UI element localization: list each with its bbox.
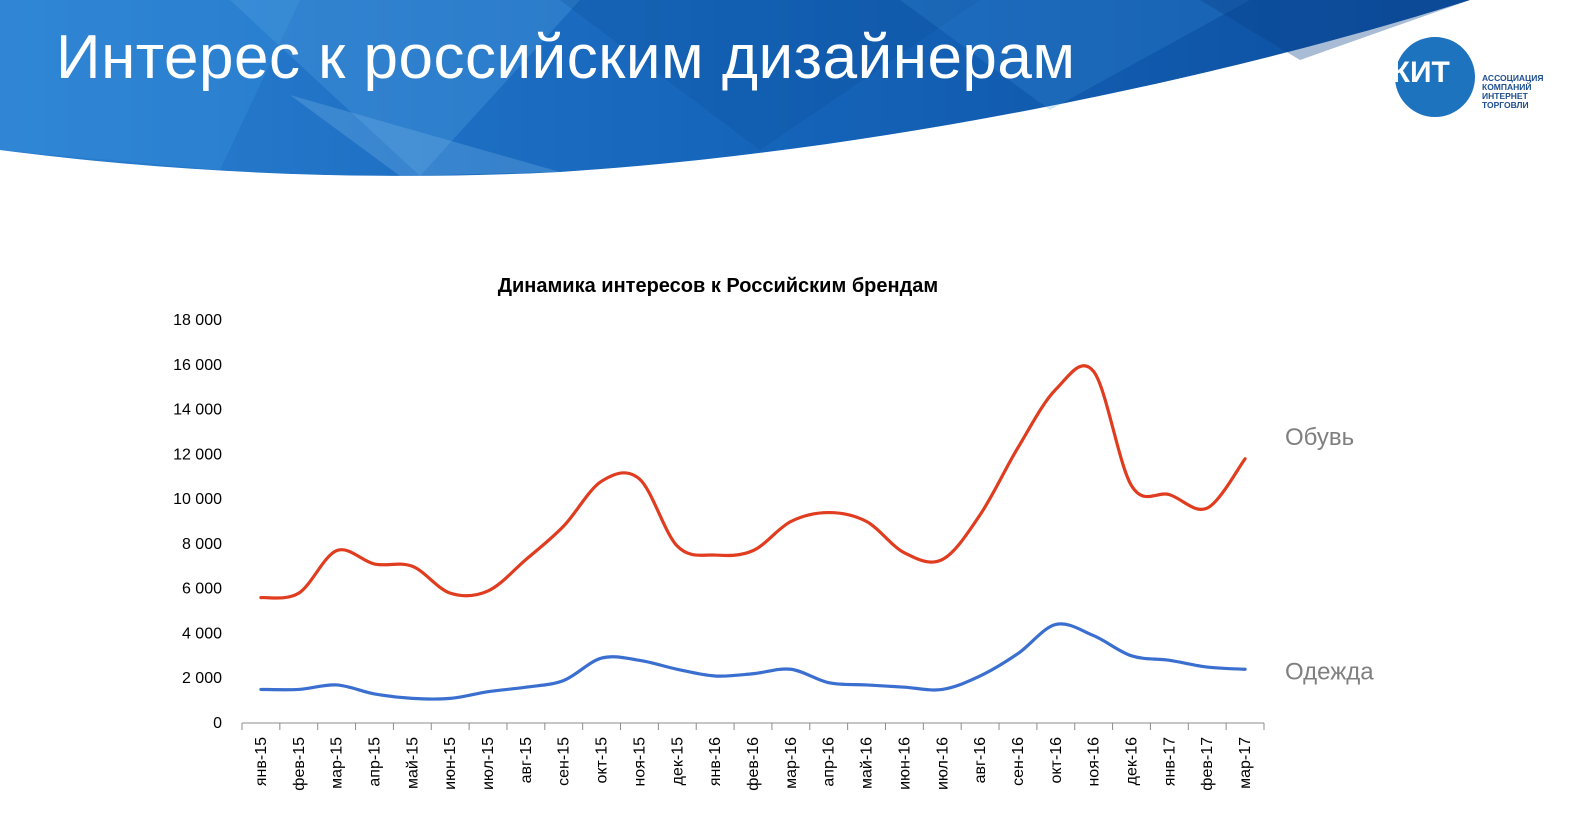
x-tick-label: окт-15	[594, 737, 611, 784]
y-tick-label: 14 000	[173, 402, 222, 419]
x-tick-label: янв-17	[1161, 737, 1178, 786]
x-tick-label: фев-16	[745, 737, 762, 791]
logo-text-line: АССОЦИАЦИЯ	[1482, 73, 1544, 83]
x-tick-label: мар-15	[329, 737, 346, 789]
x-tick-label: янв-16	[707, 737, 724, 786]
x-tick-label: май-16	[859, 737, 876, 789]
x-tick-label: май-15	[404, 737, 421, 789]
logo-text-line: ТОРГОВЛИ	[1482, 100, 1529, 110]
logo-text-line: ИНТЕРНЕТ	[1482, 91, 1528, 101]
logo-text: АССОЦИАЦИЯ КОМПАНИЙ ИНТЕРНЕТ ТОРГОВЛИ	[1482, 74, 1582, 110]
chart-title: Динамика интересов к Российским брендам	[498, 275, 938, 297]
y-tick-label: 12 000	[173, 446, 222, 463]
y-tick-label: 4 000	[182, 625, 222, 642]
page-title: Интерес к российским дизайнерам	[56, 23, 1076, 92]
x-tick-label: сен-15	[556, 737, 573, 786]
x-tick-label: фев-17	[1199, 737, 1216, 791]
logo-circle	[1392, 34, 1478, 120]
y-tick-label: 6 000	[182, 581, 222, 598]
x-tick-label: апр-16	[821, 737, 838, 787]
header-band	[0, 0, 1470, 176]
header-facet	[1200, 0, 1470, 60]
x-tick-label: фев-15	[291, 737, 308, 791]
x-tick-label: апр-15	[366, 737, 383, 787]
header-facet	[230, 0, 580, 176]
y-axis-ticks: 0 2 000 4 000 6 000 8 000 10 000 12 000 14 000 1…	[173, 312, 222, 732]
y-tick-label: 0	[213, 715, 222, 732]
series-labels: Обувь Одежда	[1285, 424, 1374, 685]
y-tick-label: 8 000	[182, 536, 222, 553]
x-tick-label: авг-16	[972, 737, 989, 783]
y-tick-label: 2 000	[182, 670, 222, 687]
x-tick-label: июл-16	[934, 737, 951, 790]
x-tick-label: дек-16	[1124, 737, 1141, 785]
x-tick-label: мар-17	[1237, 737, 1254, 789]
series-line-clothes	[259, 622, 1247, 701]
x-tick-label: мар-16	[783, 737, 800, 789]
y-tick-label: 18 000	[173, 312, 222, 329]
header-facet	[290, 95, 560, 176]
header-background	[0, 0, 1470, 176]
y-tick-label: 16 000	[173, 357, 222, 374]
logo-text-line: КОМПАНИЙ	[1482, 82, 1532, 92]
x-tick-label: окт-16	[1048, 737, 1065, 784]
series-label-shoes: Обувь	[1285, 424, 1354, 451]
x-tick-label: июл-15	[480, 737, 497, 790]
x-tick-label: сен-16	[1010, 737, 1027, 786]
x-tick-label: июн-15	[442, 737, 459, 790]
akit-logo: АКИТ АССОЦИАЦИЯ КОМПАНИЙ ИНТЕРНЕТ ТОРГОВ…	[1370, 34, 1582, 124]
x-tick-label: янв-15	[253, 737, 270, 786]
x-tick-label: авг-15	[518, 737, 535, 783]
header-facet	[560, 0, 980, 150]
series-line-shoes	[259, 364, 1247, 600]
y-tick-label: 10 000	[173, 491, 222, 508]
header-facet	[900, 0, 1250, 110]
x-axis: янв-15 фев-15 мар-15 апр-15 май-15 июн-15 июл-…	[241, 722, 1265, 791]
header-facet	[0, 0, 300, 170]
x-tick-label: ноя-15	[631, 737, 648, 787]
x-tick-label: июн-16	[896, 737, 913, 790]
series-label-clothes: Одежда	[1285, 658, 1374, 685]
logo-mark: АКИТ	[1370, 56, 1450, 89]
series-lines	[259, 364, 1247, 701]
x-tick-label: дек-15	[669, 737, 686, 785]
x-tick-label: ноя-16	[1086, 737, 1103, 787]
